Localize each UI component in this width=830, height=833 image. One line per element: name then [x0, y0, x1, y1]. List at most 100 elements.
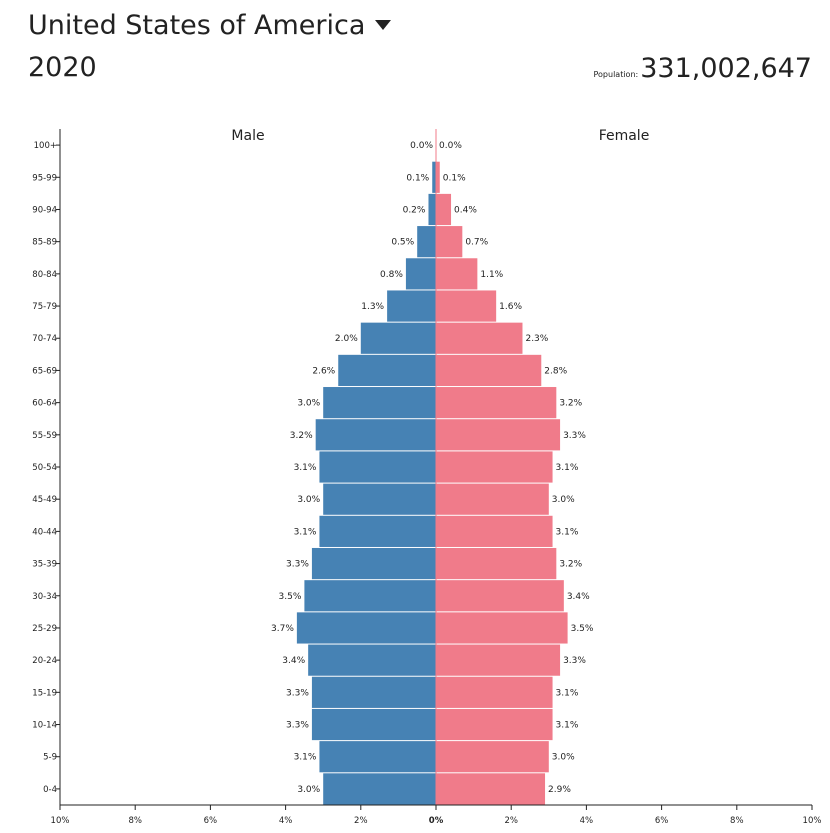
female-value-label: 2.3%: [525, 334, 548, 344]
female-value-label: 3.4%: [567, 592, 590, 602]
male-bar: [387, 290, 436, 322]
male-bar: [315, 419, 436, 451]
male-value-label: 0.5%: [391, 238, 414, 248]
male-value-label: 3.0%: [297, 785, 320, 795]
male-value-label: 3.4%: [282, 656, 305, 666]
age-group-label: 85-89: [32, 238, 57, 248]
female-bar: [436, 258, 478, 290]
male-bar: [405, 258, 436, 290]
country-selector[interactable]: United States of America: [28, 10, 392, 41]
x-tick-label: 8%: [730, 816, 744, 826]
x-tick-label: 4%: [580, 816, 594, 826]
female-bar: [436, 547, 557, 580]
female-value-label: 3.0%: [552, 753, 575, 763]
male-bar: [311, 708, 436, 741]
male-bar: [432, 161, 436, 193]
male-value-label: 0.0%: [410, 141, 433, 151]
country-name[interactable]: United States of America: [28, 10, 366, 41]
age-group-label: 90-94: [32, 205, 57, 215]
female-bar: [436, 644, 561, 676]
female-bar: [436, 451, 553, 483]
male-bar: [311, 676, 436, 708]
male-bar: [319, 515, 436, 547]
age-group-label: 55-59: [32, 431, 57, 441]
male-value-label: 3.1%: [294, 527, 317, 537]
x-tick-label: 2%: [504, 816, 518, 826]
male-value-label: 2.6%: [312, 366, 335, 376]
female-bar: [436, 354, 542, 387]
age-group-label: 95-99: [32, 173, 57, 183]
male-bar: [338, 354, 436, 387]
female-value-label: 3.0%: [552, 495, 575, 505]
female-value-label: 2.8%: [544, 366, 567, 376]
male-bar: [319, 451, 436, 483]
header: United States of America 2020 Population…: [0, 0, 830, 100]
male-value-label: 2.0%: [335, 334, 358, 344]
female-bar: [436, 483, 549, 515]
female-value-label: 1.6%: [499, 302, 522, 312]
female-bar: [436, 676, 553, 708]
male-value-label: 3.0%: [297, 495, 320, 505]
female-bar: [436, 773, 546, 805]
age-group-label: 30-34: [32, 592, 57, 602]
male-value-label: 3.3%: [286, 688, 309, 698]
female-value-label: 0.0%: [439, 141, 462, 151]
female-value-label: 3.2%: [559, 560, 582, 570]
male-bar: [417, 226, 436, 258]
male-value-label: 3.3%: [286, 560, 309, 570]
male-value-label: 3.1%: [294, 463, 317, 473]
x-tick-label: 4%: [279, 816, 293, 826]
age-group-label: 35-39: [32, 560, 57, 570]
male-value-label: 0.8%: [380, 270, 403, 280]
male-bar: [308, 644, 436, 676]
x-tick-label: 10%: [803, 816, 822, 826]
age-group-label: 100+: [34, 141, 57, 151]
female-bar: [436, 612, 568, 644]
female-value-label: 3.1%: [556, 721, 579, 731]
female-bar: [436, 290, 497, 322]
male-bar: [323, 773, 436, 805]
female-value-label: 3.5%: [571, 624, 594, 634]
male-value-label: 3.5%: [279, 592, 302, 602]
population-display: Population:331,002,647: [593, 53, 812, 84]
x-tick-label: 0%: [429, 816, 444, 826]
male-bar: [304, 580, 436, 612]
female-value-label: 0.7%: [465, 238, 488, 248]
male-value-label: 0.1%: [406, 173, 429, 183]
age-group-label: 80-84: [32, 270, 57, 280]
female-value-label: 3.1%: [556, 527, 579, 537]
age-group-label: 10-14: [32, 721, 57, 731]
female-value-label: 3.1%: [556, 463, 579, 473]
age-group-label: 40-44: [32, 527, 57, 537]
male-value-label: 0.2%: [403, 205, 426, 215]
dropdown-caret-icon[interactable]: [375, 19, 392, 30]
age-group-label: 15-19: [32, 688, 57, 698]
male-bar: [311, 547, 436, 580]
female-bar: [436, 708, 553, 741]
male-bar: [323, 387, 436, 419]
population-value: 331,002,647: [640, 53, 812, 84]
female-bar: [436, 580, 564, 612]
x-tick-label: 10%: [51, 816, 70, 826]
age-group-label: 70-74: [32, 334, 57, 344]
age-group-label: 25-29: [32, 624, 57, 634]
female-bar: [436, 322, 523, 354]
age-group-label: 45-49: [32, 495, 57, 505]
age-group-label: 50-54: [32, 463, 57, 473]
female-value-label: 3.3%: [563, 431, 586, 441]
female-bar: [436, 161, 440, 193]
age-group-label: 0-4: [43, 785, 57, 795]
x-tick-label: 8%: [128, 816, 142, 826]
female-bar: [436, 419, 561, 451]
male-value-label: 3.1%: [294, 753, 317, 763]
female-value-label: 0.1%: [443, 173, 466, 183]
male-bar: [319, 741, 436, 773]
male-header: Male: [231, 128, 264, 144]
female-value-label: 2.9%: [548, 785, 571, 795]
female-bar: [436, 226, 463, 258]
age-group-label: 60-64: [32, 399, 57, 409]
female-value-label: 3.3%: [563, 656, 586, 666]
female-header: Female: [599, 128, 650, 144]
female-bar: [436, 741, 549, 773]
